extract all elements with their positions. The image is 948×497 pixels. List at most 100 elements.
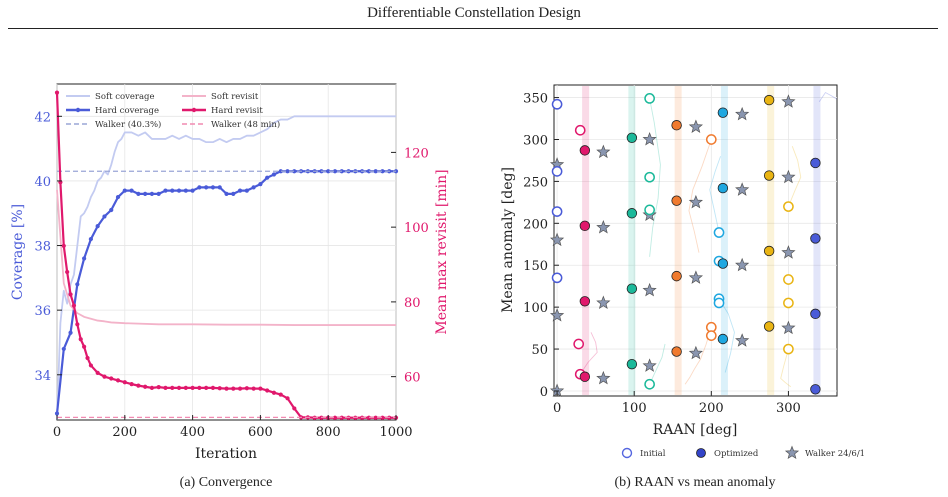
raan-scatter-chart: 0 100 200 300 0 50 100 150 200 250 300 350 RAAN [de… [500,84,865,490]
point-hard-coverage [136,191,141,196]
tick-label-y: 300 [523,133,548,148]
optimized-point [717,258,729,269]
point-hard-coverage [163,188,168,193]
point-hard-revisit [265,388,270,393]
scatter-points [549,93,821,398]
point-hard-coverage [170,188,175,193]
point-hard-coverage [183,188,188,193]
initial-point [551,165,563,177]
point-hard-coverage [258,182,263,187]
point-hard-revisit [278,392,283,397]
optimized-point [671,270,682,282]
point-hard-coverage [244,188,249,193]
point-hard-revisit [65,269,70,275]
optimized-point [763,321,775,332]
tick-label-x: 600 [248,425,273,440]
tick-label-y: 200 [523,217,548,232]
point-hard-coverage [61,346,66,352]
initial-point [783,274,794,285]
legend-label-walker-coverage: Walker (40.3%) [95,119,161,130]
plane-band [582,86,590,395]
point-hard-coverage [326,169,331,174]
point-hard-revisit [95,370,100,376]
walker-star [596,144,611,159]
walker-star [735,106,750,121]
point-hard-coverage [82,256,87,261]
convergence-ylabel-left: Coverage [%] [10,204,26,300]
walker-star [549,232,565,247]
walker-star [735,257,750,272]
point-hard-coverage [54,411,60,416]
tick-label-y-left: 38 [34,240,51,255]
point-hard-revisit [183,385,188,390]
legend-marker-hard-coverage [75,107,81,113]
point-hard-revisit [122,380,127,385]
point-hard-coverage [285,169,290,174]
initial-point [644,378,655,390]
tick-label-x: 400 [180,425,205,440]
point-hard-revisit [224,386,229,391]
walker-star [642,132,657,146]
optimized-point [671,346,682,357]
point-hard-revisit [78,337,83,342]
point-hard-revisit [136,383,141,388]
tick-label-y-right: 120 [404,146,429,161]
scatter-ticks: 0 100 200 300 0 50 100 150 200 250 300 350 [523,92,801,416]
point-hard-revisit [197,385,202,390]
legend-label-hard-revisit: Hard revisit [211,106,263,116]
initial-point [551,206,563,217]
legend-marker-initial [621,447,633,459]
tick-label-y-left: 34 [34,369,51,384]
point-hard-revisit [75,322,80,327]
convergence-ticks: 0 200 400 600 800 1000 34 36 38 40 42 60 80 100 120 [34,110,428,440]
legend-label-walker: Walker 24/6/1 [805,449,865,459]
point-hard-revisit [380,415,385,420]
convergence-xlabel: Iteration [195,446,257,462]
initial-point [573,338,585,350]
point-hard-revisit [231,386,236,391]
legend-label-soft-revisit: Soft revisit [211,92,259,102]
point-hard-revisit [366,415,371,420]
tick-label-y: 150 [523,259,548,274]
walker-star [688,194,703,209]
point-hard-coverage [237,188,243,193]
trajectory-trail [684,327,712,385]
point-hard-coverage [251,185,256,190]
scatter-legend: Initial Optimized Walker 24/6/1 [621,445,865,460]
point-hard-coverage [156,191,161,196]
optimized-point [626,132,638,144]
walker-star [735,182,750,196]
tick-label-y-left: 40 [34,175,51,190]
point-hard-revisit [258,386,263,391]
point-hard-revisit [251,386,256,391]
optimized-point [579,371,591,382]
point-hard-revisit [285,396,290,401]
header-rule [8,28,938,29]
point-hard-revisit [176,385,182,390]
legend-marker-walker [784,445,800,460]
tick-label-y-left: 36 [34,304,51,319]
point-hard-coverage [68,330,73,335]
walker-star [688,270,703,284]
point-hard-coverage [380,169,385,174]
point-hard-revisit [109,376,114,381]
optimized-point [763,245,775,257]
convergence-plot-area [56,83,397,421]
optimized-point [671,120,682,131]
tick-label-y: 350 [523,92,548,107]
point-hard-revisit [143,384,148,389]
point-hard-coverage [115,194,121,200]
optimized-point [763,170,775,181]
walker-star [642,282,657,297]
point-hard-coverage [190,188,195,193]
trajectory-trail [780,348,792,388]
point-hard-revisit [170,385,175,390]
convergence-legend: Soft coverage Hard coverage Walker (40.3… [66,92,280,130]
point-hard-revisit [244,386,249,391]
optimized-point [810,384,821,395]
legend-label-walker-revisit: Walker (48 min) [211,119,280,130]
walker-star [781,320,796,335]
point-hard-coverage [129,188,134,193]
tick-label-y: 250 [523,175,548,190]
trajectory-trail [818,91,838,103]
